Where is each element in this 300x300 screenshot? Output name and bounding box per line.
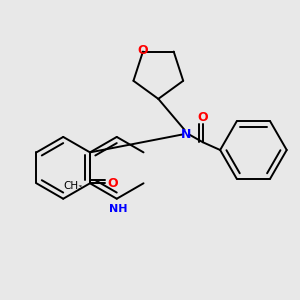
Text: O: O — [107, 177, 118, 190]
Text: CH₃: CH₃ — [64, 181, 83, 191]
Text: NH: NH — [109, 204, 127, 214]
Text: O: O — [198, 111, 208, 124]
Text: O: O — [138, 44, 148, 57]
Text: N: N — [181, 128, 191, 141]
